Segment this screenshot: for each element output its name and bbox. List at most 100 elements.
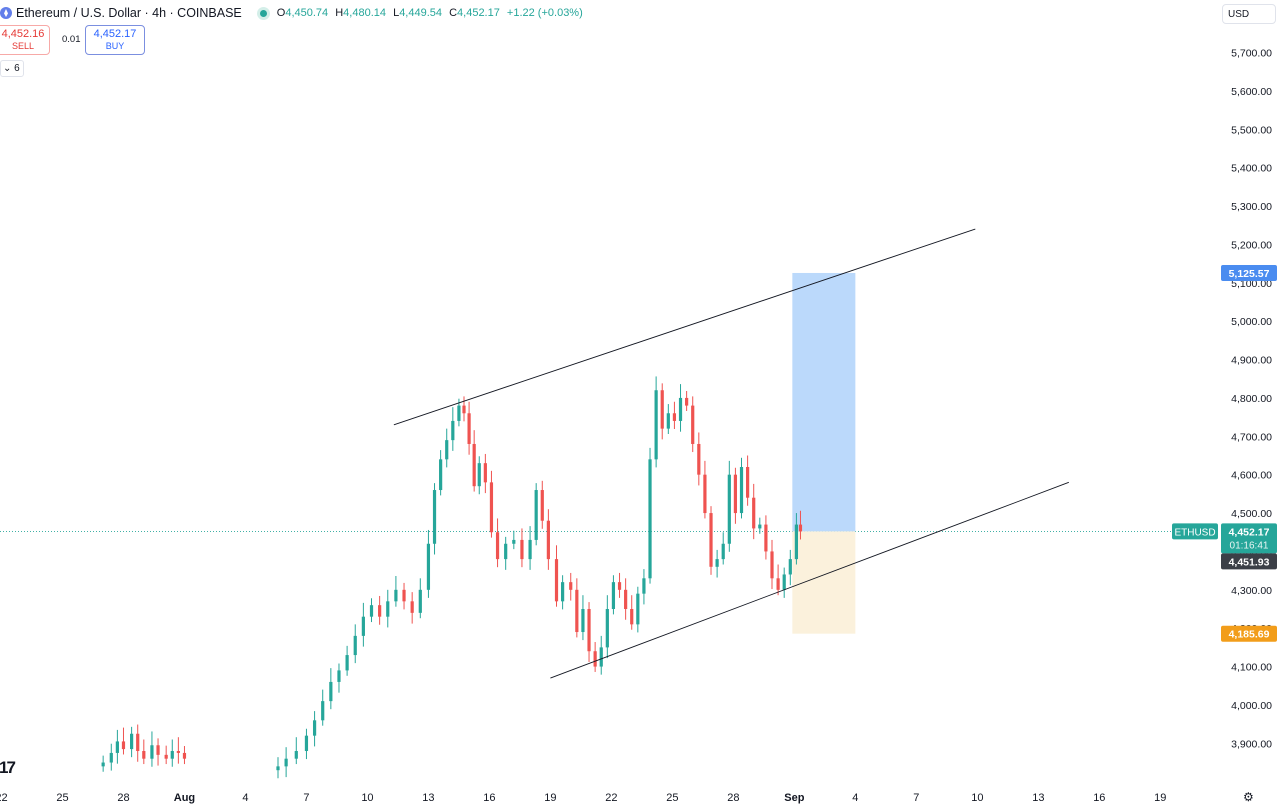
candle-body (715, 559, 719, 567)
candle (678, 384, 683, 432)
candle-body (654, 390, 658, 460)
candle-body (495, 532, 500, 560)
candle-body (457, 405, 461, 421)
candle-body (150, 745, 154, 759)
candle-body (432, 490, 437, 544)
time-tick-label: 13 (1032, 792, 1044, 804)
time-axis-background (0, 784, 1280, 807)
market-status-dot (259, 9, 267, 17)
candle-body (581, 609, 585, 633)
candle (402, 582, 406, 610)
position-stop-zone (792, 531, 856, 634)
candle (546, 509, 550, 570)
price-tick-label: 5,600.00 (1231, 86, 1272, 98)
price-tick-label: 4,900.00 (1231, 355, 1272, 367)
candle-body (294, 751, 298, 759)
buy-price: 4,452.17 (93, 28, 137, 40)
candle-body (304, 735, 309, 752)
candle-body (691, 405, 695, 444)
candle (630, 595, 634, 630)
candle (654, 376, 658, 468)
chevron-down-icon: ⌄ (3, 63, 12, 74)
price-tick-label: 5,300.00 (1231, 201, 1272, 213)
candle-body (575, 589, 579, 633)
sell-label: SELL (11, 41, 35, 51)
candle (451, 407, 455, 451)
countdown-text: 01:16:41 (1230, 540, 1269, 551)
price-axis: 3,900.004,000.004,100.004,200.004,300.00… (1218, 0, 1280, 807)
candle-body (276, 766, 280, 771)
candle-body (605, 609, 609, 648)
price-tick-label: 4,300.00 (1231, 585, 1272, 597)
time-tick-label: 16 (483, 792, 495, 804)
candle-body (678, 397, 683, 421)
candle-body (540, 490, 544, 521)
candle-body (402, 589, 406, 602)
candle (439, 450, 443, 496)
candle-body (439, 459, 443, 491)
candle (624, 578, 628, 620)
candle (445, 428, 449, 468)
candle-body (776, 578, 780, 590)
candle (648, 447, 652, 584)
candle (709, 506, 713, 575)
candle-body (798, 524, 803, 532)
change-value: +1.22 (+0.03%) (506, 7, 583, 19)
candle (378, 595, 382, 625)
stop-price-label-bg (1221, 625, 1277, 642)
symbol-title[interactable]: Ethereum / U.S. Dollar · 4h · COINBASE (16, 6, 242, 20)
candle-body (554, 559, 559, 602)
buy-button[interactable]: 4,452.17 BUY (85, 25, 145, 55)
candle (512, 530, 516, 550)
candle-body (624, 589, 628, 610)
candle (467, 401, 471, 455)
candle-body (472, 443, 476, 487)
candle-body (648, 459, 652, 579)
candle-body (534, 490, 538, 540)
time-tick-label: 10 (971, 792, 983, 804)
candle (581, 595, 585, 641)
candle-body (666, 413, 670, 429)
candle (418, 578, 422, 619)
candle (121, 727, 126, 755)
upper-trendline (393, 228, 976, 426)
candle (170, 739, 174, 767)
candle (776, 564, 780, 596)
candle (798, 510, 803, 540)
candle-body (121, 741, 126, 750)
candle (410, 592, 414, 624)
price-tick-label: 4,000.00 (1231, 700, 1272, 712)
buy-label: BUY (105, 41, 125, 51)
candle-body (636, 593, 640, 625)
candle-body (451, 420, 455, 441)
high-value: 4,480.14 (343, 7, 386, 19)
tradingview-logo[interactable]: 17 (0, 758, 16, 777)
candle (611, 575, 616, 615)
candle (575, 578, 579, 638)
price-tick-label: 3,900.00 (1231, 738, 1272, 750)
time-tick-label: 10 (361, 792, 373, 804)
time-tick-label: 13 (422, 792, 434, 804)
currency-selector[interactable]: USD (1222, 4, 1276, 24)
candle (660, 383, 664, 440)
sell-button[interactable]: 4,452.16 SELL (0, 25, 50, 55)
candle-body (337, 670, 341, 682)
settings-icon[interactable]: ⚙ (1243, 790, 1254, 804)
candles (101, 376, 803, 779)
candle-body (170, 751, 174, 759)
candle (727, 460, 731, 552)
price-tick-label: 4,700.00 (1231, 431, 1272, 443)
candle-body (512, 539, 516, 544)
price-axis-background (1218, 0, 1280, 807)
candle (605, 595, 609, 659)
candle-body (426, 543, 431, 590)
candle (386, 589, 390, 628)
order-quantity[interactable]: 0.01 (62, 34, 81, 45)
symbol-header: Ethereum / U.S. Dollar · 4h · COINBASE O… (0, 5, 587, 21)
candle (115, 729, 119, 764)
candle-body (312, 720, 317, 736)
candle (540, 480, 544, 529)
indicators-toggle[interactable]: ⌄ 6 (0, 60, 24, 77)
